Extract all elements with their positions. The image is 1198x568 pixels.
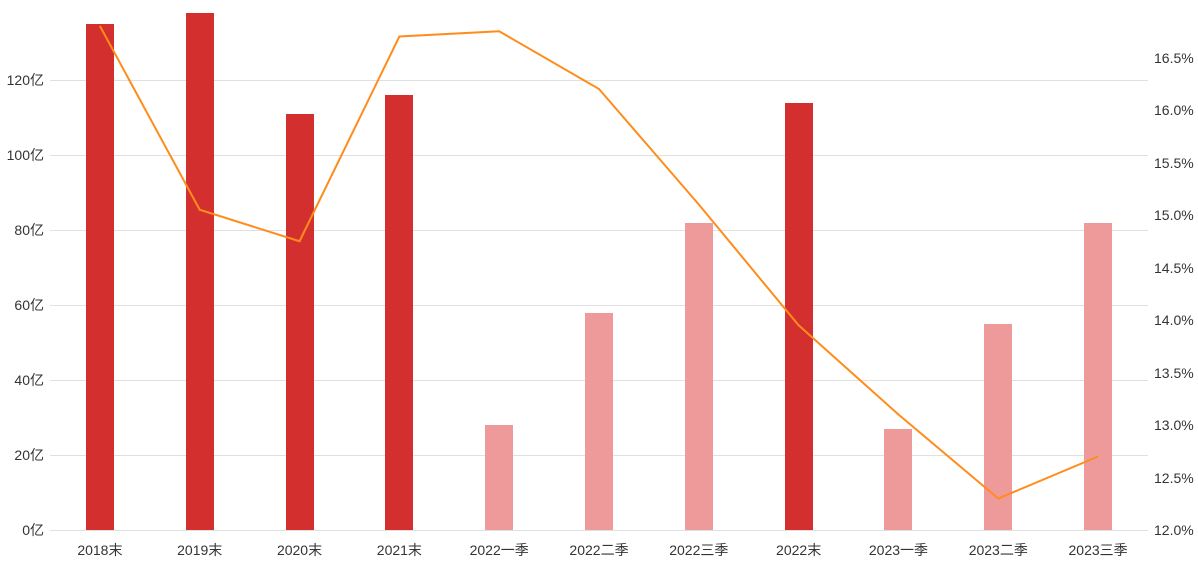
bar: [984, 324, 1012, 530]
y-axis-right-label: 13.5%: [1154, 365, 1194, 381]
bar: [785, 103, 813, 531]
y-axis-left-label: 0亿: [0, 520, 44, 540]
x-axis-label: 2022三季: [669, 540, 728, 560]
plot-area: [50, 5, 1148, 530]
x-axis-label: 2018末: [77, 540, 122, 560]
gridline: [50, 80, 1148, 81]
x-axis-label: 2023一季: [869, 540, 928, 560]
bar: [585, 313, 613, 531]
bar: [485, 425, 513, 530]
x-axis-label: 2019末: [177, 540, 222, 560]
y-axis-right-label: 16.0%: [1154, 102, 1194, 118]
y-axis-right-label: 13.0%: [1154, 417, 1194, 433]
bar: [685, 223, 713, 531]
x-axis-label: 2022一季: [470, 540, 529, 560]
y-axis-right-label: 15.0%: [1154, 207, 1194, 223]
x-axis-label: 2022末: [776, 540, 821, 560]
bar: [1084, 223, 1112, 531]
y-axis-right-label: 14.0%: [1154, 312, 1194, 328]
y-axis-left-label: 120亿: [0, 70, 44, 90]
chart-container: 0亿 20亿 40亿 60亿 80亿 100亿 120亿 12.0% 12.5% 13.0% 13.…: [0, 0, 1198, 568]
gridline: [50, 305, 1148, 306]
x-axis-label: 2022二季: [569, 540, 628, 560]
gridline: [50, 155, 1148, 156]
gridline: [50, 530, 1148, 531]
bar: [86, 24, 114, 530]
y-axis-left-label: 40亿: [0, 370, 44, 390]
y-axis-right-label: 12.5%: [1154, 470, 1194, 486]
gridline: [50, 230, 1148, 231]
y-axis-left-label: 80亿: [0, 220, 44, 240]
y-axis-left-label: 60亿: [0, 295, 44, 315]
y-axis-left-label: 20亿: [0, 445, 44, 465]
bar: [286, 114, 314, 530]
x-axis-label: 2021末: [377, 540, 422, 560]
x-axis-label: 2020末: [277, 540, 322, 560]
bar: [884, 429, 912, 530]
bar: [186, 13, 214, 531]
y-axis-left-label: 100亿: [0, 145, 44, 165]
x-axis-label: 2023三季: [1069, 540, 1128, 560]
y-axis-right-label: 16.5%: [1154, 50, 1194, 66]
y-axis-right-label: 12.0%: [1154, 522, 1194, 538]
y-axis-right-label: 15.5%: [1154, 155, 1194, 171]
y-axis-right-label: 14.5%: [1154, 260, 1194, 276]
bar: [385, 95, 413, 530]
x-axis-label: 2023二季: [969, 540, 1028, 560]
